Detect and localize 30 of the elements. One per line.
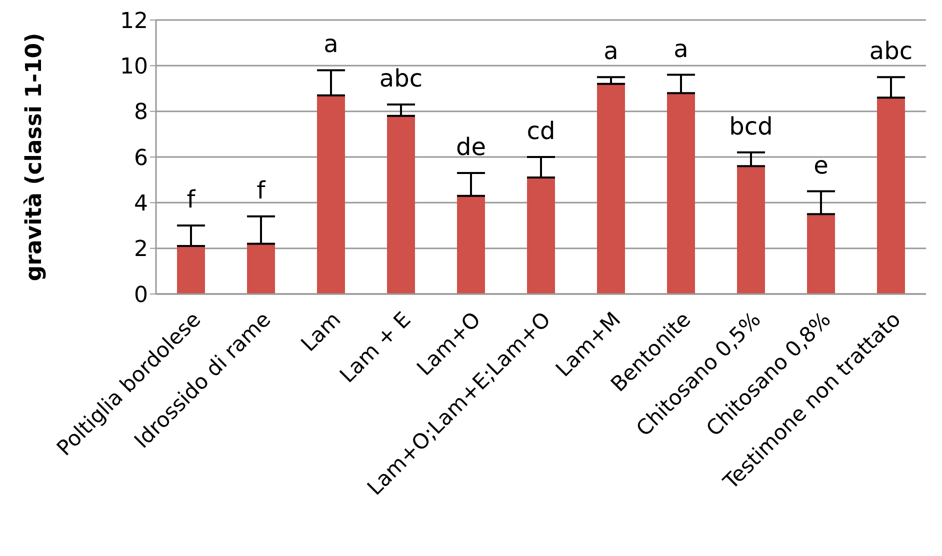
bar [317, 95, 345, 294]
y-axis-title: gravità (classi 1-10) [22, 32, 47, 282]
annotation: abc [379, 64, 423, 92]
y-tick-label: 10 [120, 54, 148, 80]
bar [667, 93, 695, 294]
bar [177, 246, 205, 294]
bar [387, 116, 415, 294]
annotation: bcd [729, 112, 773, 140]
annotation: a [674, 34, 688, 63]
y-tick-label: 12 [120, 8, 148, 34]
annotation: e [814, 151, 828, 180]
annotation: f [256, 176, 266, 204]
bar [597, 84, 625, 294]
annotation: a [324, 30, 338, 58]
annotation: abc [869, 37, 913, 66]
annotation: de [456, 132, 486, 161]
y-tick-label: 2 [134, 237, 148, 262]
y-tick-label: 4 [134, 191, 148, 216]
annotation: f [186, 186, 196, 214]
annotation: a [604, 37, 618, 66]
bar [457, 196, 485, 294]
y-tick-label: 6 [134, 146, 148, 171]
bar [527, 178, 555, 294]
annotation: cd [526, 117, 556, 145]
bar [807, 214, 835, 294]
y-tick-label: 8 [134, 100, 148, 126]
y-tick-label: 0 [134, 282, 148, 308]
bar [737, 166, 765, 294]
bar [877, 98, 905, 294]
bar [247, 244, 275, 294]
